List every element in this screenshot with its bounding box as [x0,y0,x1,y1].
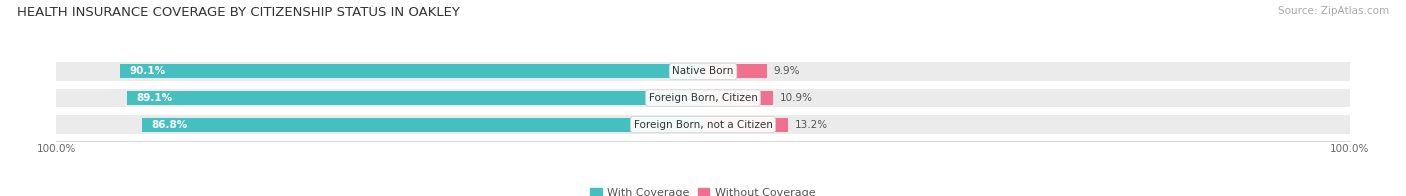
Bar [703,64,768,78]
Text: 13.2%: 13.2% [794,120,828,130]
Text: 9.9%: 9.9% [773,66,800,76]
Bar [56,115,1350,134]
Bar [142,118,703,132]
Bar [703,118,789,132]
Text: Source: ZipAtlas.com: Source: ZipAtlas.com [1278,6,1389,16]
Bar [56,89,1350,107]
Text: Foreign Born, not a Citizen: Foreign Born, not a Citizen [634,120,772,130]
Legend: With Coverage, Without Coverage: With Coverage, Without Coverage [586,183,820,196]
Text: 89.1%: 89.1% [136,93,173,103]
Bar [703,91,773,105]
Bar [127,91,703,105]
Text: Foreign Born, Citizen: Foreign Born, Citizen [648,93,758,103]
Bar [56,62,1350,81]
Text: 10.9%: 10.9% [780,93,813,103]
Text: HEALTH INSURANCE COVERAGE BY CITIZENSHIP STATUS IN OAKLEY: HEALTH INSURANCE COVERAGE BY CITIZENSHIP… [17,6,460,19]
Text: 86.8%: 86.8% [152,120,187,130]
Bar [121,64,703,78]
Text: Native Born: Native Born [672,66,734,76]
Text: 90.1%: 90.1% [129,66,166,76]
